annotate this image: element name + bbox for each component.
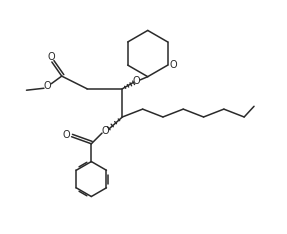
Text: O: O bbox=[169, 60, 177, 70]
Text: O: O bbox=[47, 52, 55, 62]
Text: O: O bbox=[63, 130, 70, 140]
Text: O: O bbox=[133, 76, 140, 86]
Text: O: O bbox=[44, 81, 51, 91]
Text: O: O bbox=[102, 126, 109, 136]
